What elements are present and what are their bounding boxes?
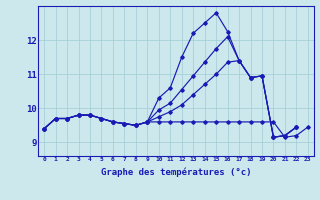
X-axis label: Graphe des températures (°c): Graphe des températures (°c) (101, 168, 251, 177)
